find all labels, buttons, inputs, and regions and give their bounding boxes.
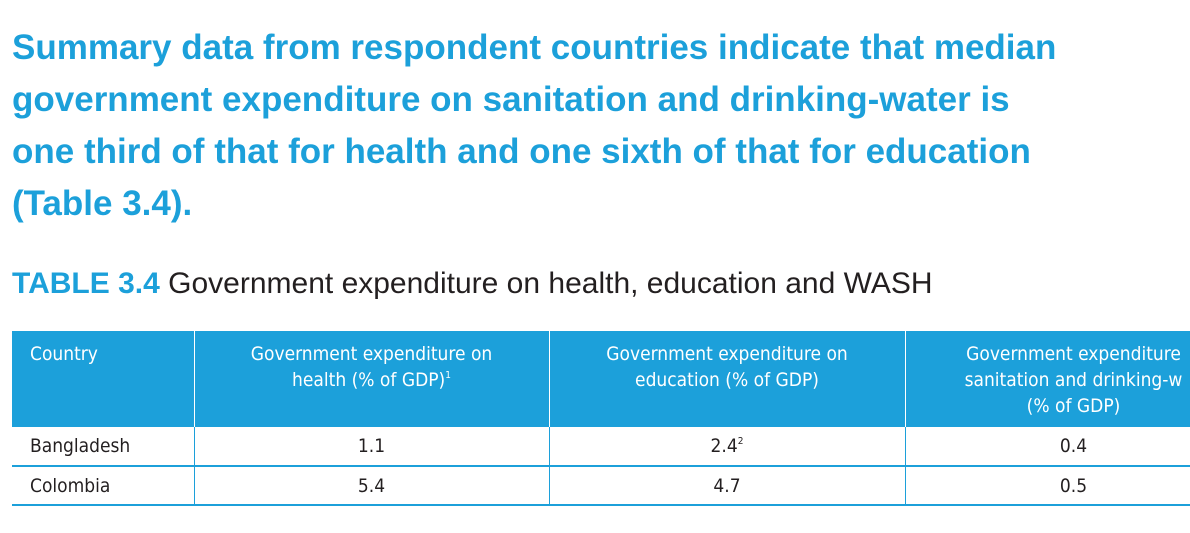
- intro-paragraph: Summary data from respondent countries i…: [12, 22, 1190, 230]
- expenditure-table: Country Government expenditure on health…: [12, 331, 1190, 506]
- cell-health: 5.4: [194, 466, 550, 506]
- header-health-line: Government expenditure on: [250, 343, 493, 365]
- header-health-line: health (% of GDP): [292, 369, 446, 391]
- intro-line: Summary data from respondent countries i…: [12, 28, 1057, 67]
- table-number: TABLE 3.4: [12, 267, 160, 300]
- cell-country: Colombia: [12, 466, 195, 506]
- footnote-marker: 2: [737, 436, 744, 447]
- header-education-line: education (% of GDP): [635, 369, 819, 391]
- header-country-label: Country: [30, 343, 98, 365]
- header-wash-line: (% of GDP): [1026, 395, 1121, 417]
- table-title-text: Government expenditure on health, educat…: [168, 267, 933, 300]
- cell-education: 2.42: [549, 427, 906, 467]
- cell-wash: 0.4: [905, 427, 1190, 467]
- header-wash: Government expenditure sanitation and dr…: [905, 331, 1190, 427]
- table-row: Colombia 5.4 4.7 0.5: [12, 466, 1190, 506]
- table-header-row: Country Government expenditure on health…: [12, 331, 1190, 427]
- cell-education-value: 2.4: [710, 435, 738, 457]
- footnote-marker: 1: [445, 370, 451, 381]
- expenditure-table-container: Country Government expenditure on health…: [12, 331, 1190, 511]
- cell-education: 4.7: [549, 466, 906, 506]
- cell-wash: 0.5: [905, 466, 1190, 506]
- cell-health: 1.1: [194, 427, 550, 467]
- header-wash-line: Government expenditure: [966, 343, 1181, 365]
- cell-country: Bangladesh: [12, 427, 195, 467]
- table-row: Bangladesh 1.1 2.42 0.4: [12, 427, 1190, 467]
- header-health: Government expenditure on health (% of G…: [194, 331, 550, 427]
- header-country: Country: [12, 331, 195, 427]
- header-education-line: Government expenditure on: [606, 343, 848, 365]
- table-caption: TABLE 3.4 Government expenditure on heal…: [12, 264, 933, 304]
- intro-line: government expenditure on sanitation and…: [12, 80, 1010, 119]
- intro-line: (Table 3.4).: [12, 184, 193, 223]
- intro-line: one third of that for health and one six…: [12, 132, 1031, 171]
- header-education: Government expenditure on education (% o…: [549, 331, 906, 427]
- header-wash-line: sanitation and drinking-w: [964, 369, 1183, 391]
